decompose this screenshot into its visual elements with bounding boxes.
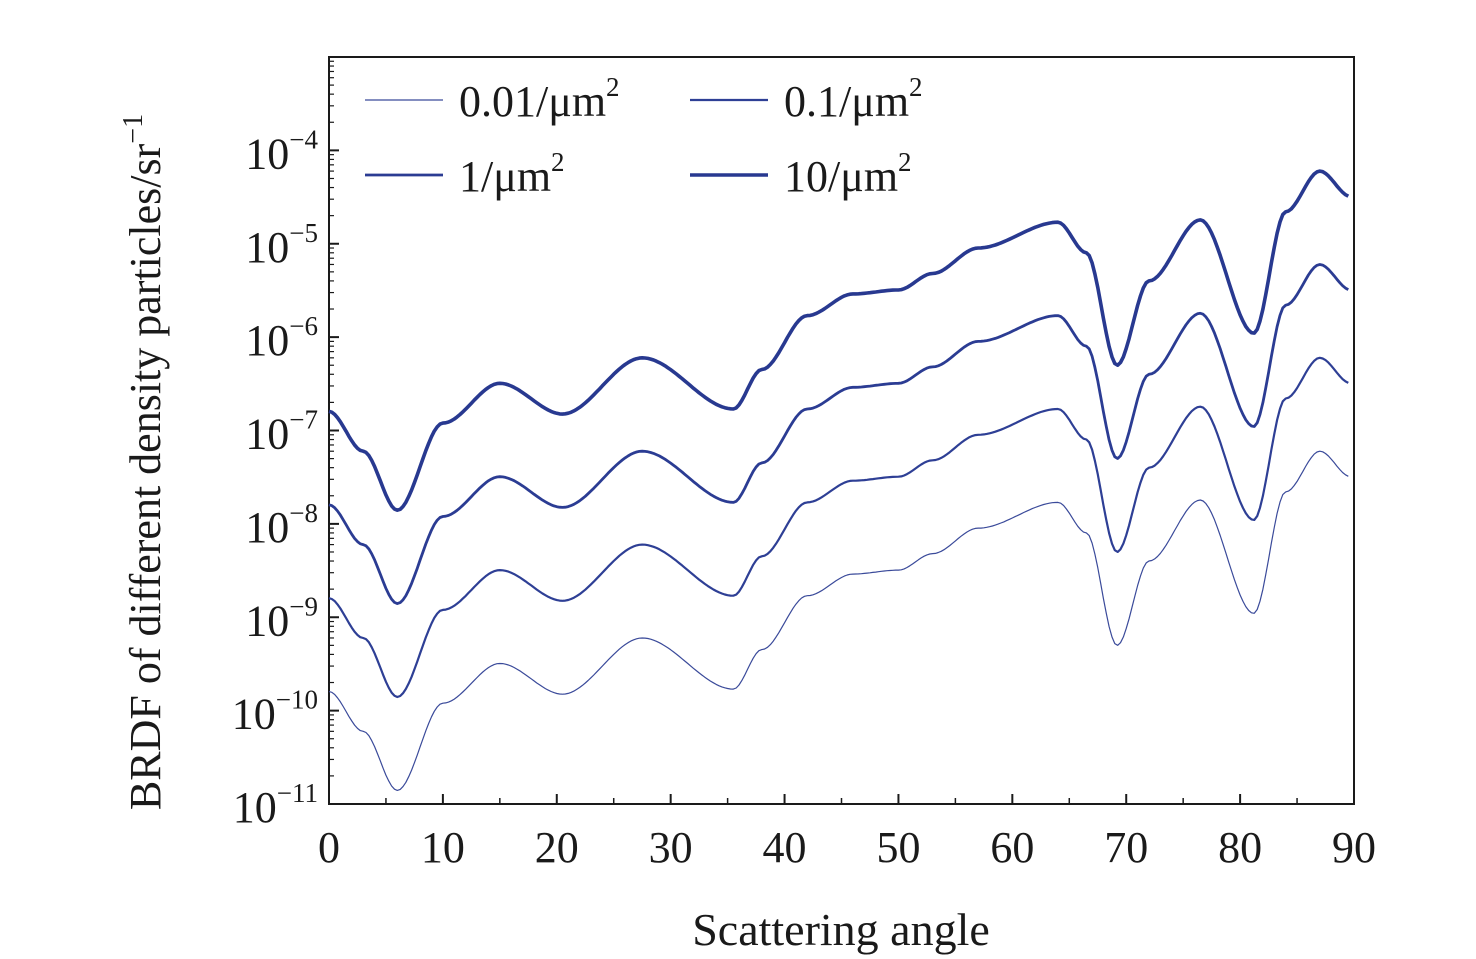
y-tick-label: 10−8 [245,498,318,552]
legend: 0.01/μm2 0.1/μm2 1/μm2 10/μm2 [365,72,923,201]
legend-label: 0.1/μm2 [784,72,923,126]
y-axis: 10−11 10−10 10−9 10−8 10−7 10−6 10−5 10−4 [232,60,339,832]
series-line [328,450,1349,791]
y-tick-label: 10−4 [245,124,318,178]
y-tick-label: 10−10 [232,685,318,739]
x-axis-label: Scattering angle [692,904,990,955]
y-tick-label: 10−11 [233,778,318,832]
legend-label: 0.01/μm2 [459,72,620,126]
y-tick-label: 10−5 [245,218,318,272]
y-axis-label: BRDF of different density particles/sr−1 [118,114,170,810]
y-axis-label-text: BRDF of different density particles/sr [121,143,170,810]
x-tick-label: 10 [421,823,465,872]
x-tick-label: 20 [535,823,579,872]
y-axis-label-superscript: −1 [118,114,149,144]
x-axis: 0 10 20 30 40 50 60 70 80 90 [318,794,1376,872]
x-tick-label: 80 [1218,823,1262,872]
x-tick-label: 90 [1332,823,1376,872]
x-tick-label: 40 [763,823,807,872]
x-tick-label: 50 [876,823,920,872]
x-tick-label: 0 [318,823,340,872]
y-tick-label: 10−7 [245,405,318,459]
x-tick-label: 60 [990,823,1034,872]
legend-label: 10/μm2 [784,147,912,201]
x-tick-label: 70 [1104,823,1148,872]
series-layer [328,169,1350,791]
series-line [328,356,1349,699]
series-line [328,169,1350,512]
y-tick-label: 10−9 [245,591,318,645]
series-line [328,263,1349,605]
legend-label: 1/μm2 [459,147,565,201]
x-tick-label: 30 [649,823,693,872]
y-tick-label: 10−6 [245,311,318,365]
